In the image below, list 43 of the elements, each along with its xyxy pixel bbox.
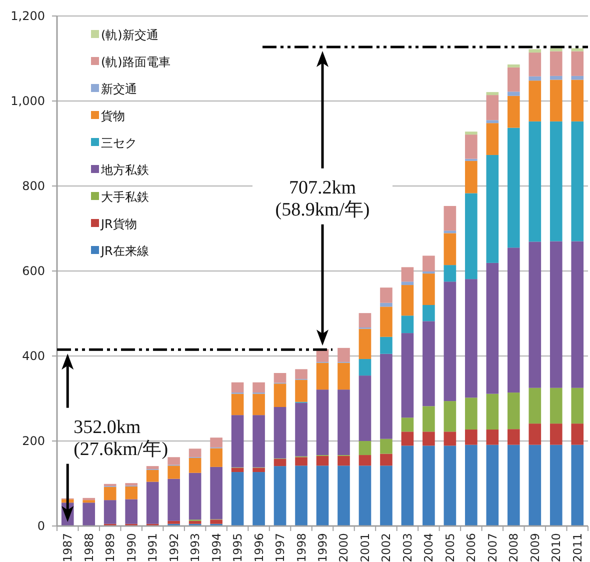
y-tick-label: 600 [22, 264, 45, 278]
x-tick-label: 2008 [506, 533, 521, 562]
annotation: 352.0km (27.6km/年) [74, 416, 168, 460]
legend-label: JR在来線 [100, 244, 149, 258]
x-tick-label: 2003 [400, 533, 414, 562]
x-tick-label: 1997 [273, 533, 288, 562]
legend-label: 地方私鉄 [100, 163, 149, 177]
annotation: 707.2km (58.9km/年) [275, 177, 370, 220]
x-tick-label: 2009 [528, 533, 542, 562]
x-tick-label: 2006 [464, 533, 478, 562]
legend-label: (軌)路面電車 [101, 55, 170, 69]
x-tick-label: 1992 [166, 533, 181, 562]
x-tick-label: 1990 [124, 533, 138, 562]
x-tick-label: 1989 [103, 533, 118, 562]
legend-label: 新交通 [101, 82, 137, 96]
x-tick-label: 2007 [485, 533, 500, 562]
y-tick-label: 800 [22, 179, 45, 193]
x-tick-label: 2010 [549, 533, 564, 562]
legend-label: (軌)新交通 [101, 28, 158, 42]
x-tick-label: 2002 [379, 533, 394, 562]
y-tick-label: 0 [37, 519, 45, 533]
y-tick-label: 200 [22, 434, 45, 448]
y-tick-label: 1,000 [10, 94, 45, 108]
y-tick-label: 400 [22, 349, 45, 363]
x-tick-label: 1995 [230, 533, 245, 562]
x-tick-label: 1987 [60, 533, 75, 562]
x-tick-label: 2005 [442, 533, 457, 562]
legend-label: JR貨物 [100, 217, 137, 231]
x-tick-label: 2004 [422, 533, 436, 562]
x-tick-label: 1998 [294, 533, 308, 562]
x-tick-label: 1993 [188, 533, 202, 562]
legend-label: 三セク [101, 136, 137, 150]
legend-label: 大手私鉄 [101, 190, 149, 204]
x-tick-label: 1996 [252, 533, 266, 562]
x-tick-label: 2000 [336, 533, 351, 562]
legend-label: 貨物 [101, 109, 125, 123]
x-tick-label: 1999 [316, 533, 330, 562]
x-tick-label: 1988 [82, 533, 96, 562]
x-tick-label: 1991 [146, 533, 160, 562]
x-tick-label: 2011 [570, 533, 584, 562]
x-tick-label: 2001 [358, 533, 372, 562]
x-tick-label: 1994 [209, 533, 224, 562]
y-tick-label: 1,200 [10, 9, 45, 23]
